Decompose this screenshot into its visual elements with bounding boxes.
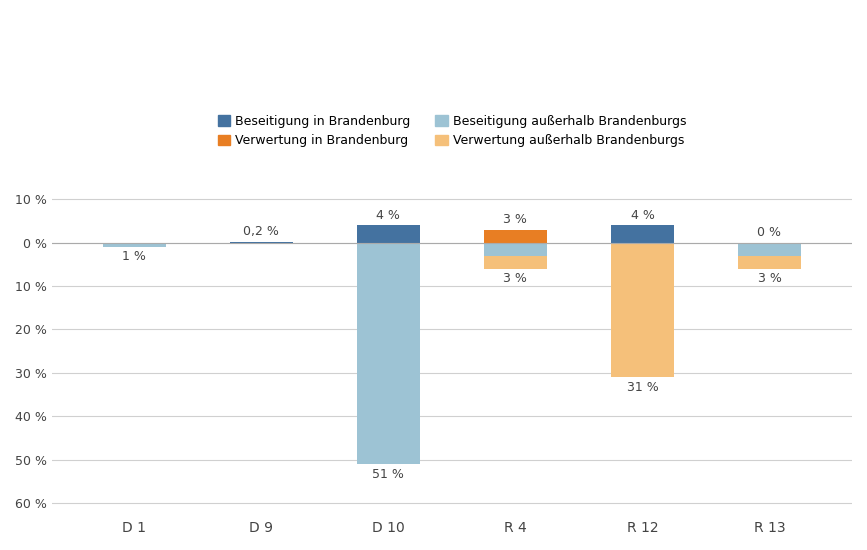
- Bar: [102, 243, 166, 247]
- Bar: [610, 225, 675, 243]
- Bar: [610, 243, 675, 377]
- Text: 3 %: 3 %: [758, 272, 781, 285]
- Text: 4 %: 4 %: [376, 209, 401, 222]
- Bar: [356, 243, 420, 464]
- Text: 4 %: 4 %: [630, 209, 655, 222]
- Bar: [738, 243, 801, 256]
- Bar: [356, 225, 420, 243]
- Bar: [484, 229, 547, 243]
- Text: 51 %: 51 %: [373, 468, 404, 481]
- Bar: [484, 243, 547, 256]
- Text: 31 %: 31 %: [627, 381, 658, 394]
- Bar: [484, 256, 547, 268]
- Text: 1 %: 1 %: [122, 250, 147, 263]
- Legend: Beseitigung in Brandenburg, Verwertung in Brandenburg, Beseitigung außerhalb Bra: Beseitigung in Brandenburg, Verwertung i…: [212, 110, 691, 152]
- Bar: [230, 241, 293, 243]
- Bar: [738, 256, 801, 268]
- Text: 3 %: 3 %: [504, 213, 527, 226]
- Text: 3 %: 3 %: [504, 272, 527, 285]
- Text: 0 %: 0 %: [758, 226, 781, 239]
- Text: 0,2 %: 0,2 %: [244, 226, 279, 238]
